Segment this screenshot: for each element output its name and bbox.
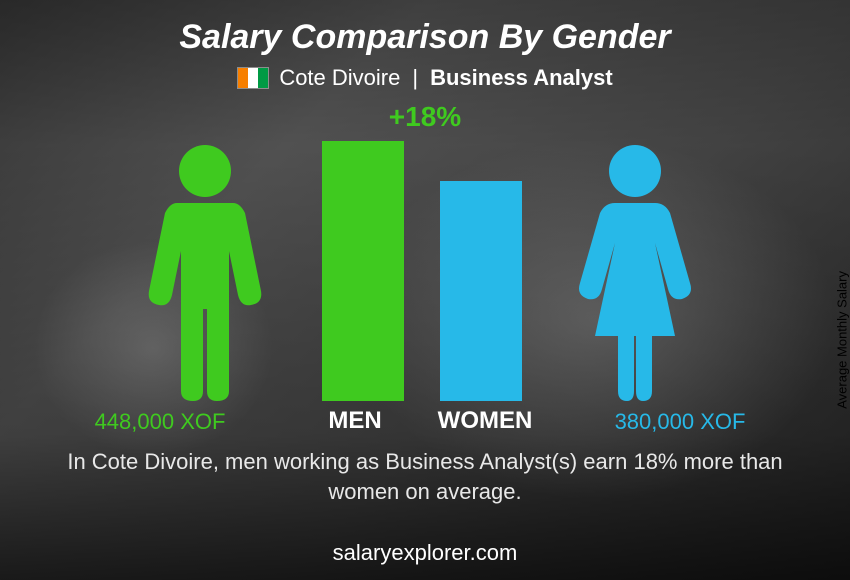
- footer-link[interactable]: salaryexplorer.com: [0, 540, 850, 566]
- flag-icon: [237, 67, 269, 89]
- flag-stripe-3: [258, 68, 268, 88]
- job-title: Business Analyst: [430, 65, 613, 91]
- country-label: Cote Divoire: [279, 65, 400, 91]
- men-bar: [322, 141, 404, 401]
- difference-label: +18%: [389, 101, 461, 133]
- women-bar-label: WOMEN: [420, 407, 550, 435]
- page-title: Salary Comparison By Gender: [0, 0, 850, 57]
- chart-area: +18% MEN 448,000 XOF WOMEN 380,000 XOF: [0, 101, 850, 441]
- separator: |: [412, 65, 418, 91]
- flag-stripe-1: [238, 68, 248, 88]
- flag-stripe-2: [248, 68, 258, 88]
- women-salary: 380,000 XOF: [580, 409, 780, 435]
- infographic-root: Salary Comparison By Gender Cote Divoire…: [0, 0, 850, 580]
- y-axis-label: Average Monthly Salary: [835, 271, 850, 409]
- summary-text: In Cote Divoire, men working as Business…: [0, 441, 850, 506]
- men-bar-label: MEN: [290, 407, 420, 435]
- male-figure-icon: [135, 141, 275, 401]
- subtitle-row: Cote Divoire | Business Analyst: [0, 65, 850, 91]
- female-figure-icon: [565, 141, 705, 401]
- women-bar: [440, 181, 522, 401]
- men-salary: 448,000 XOF: [60, 409, 260, 435]
